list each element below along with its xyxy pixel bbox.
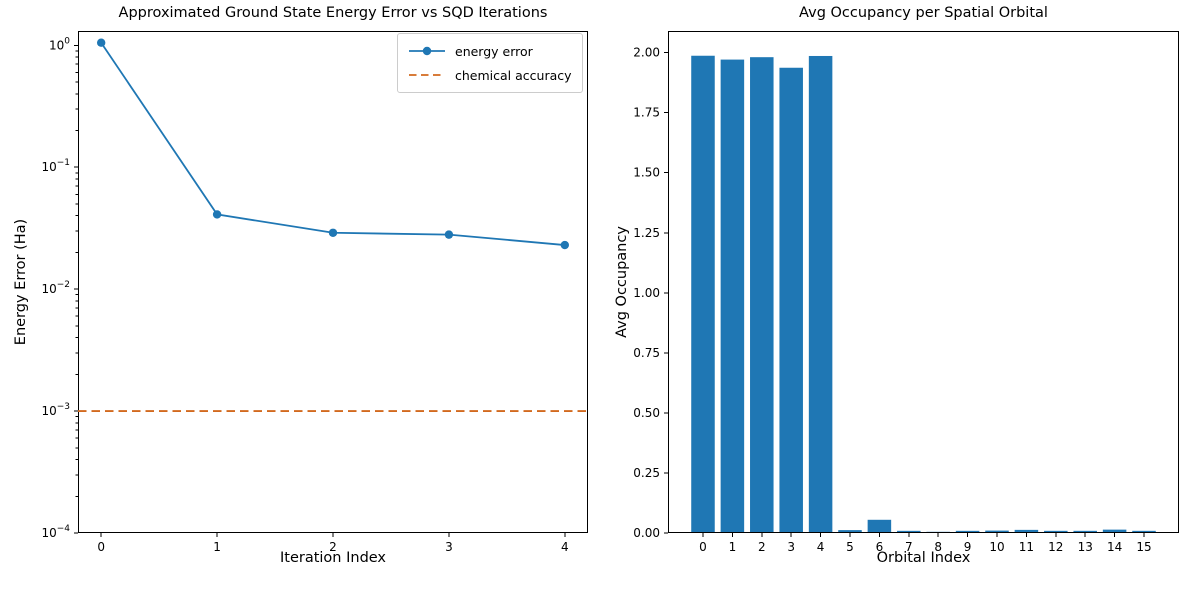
y-tick-label: 100 (49, 36, 70, 52)
y-tick-label: 0.75 (633, 346, 660, 360)
data-point-marker (444, 230, 454, 239)
x-tick-label: 3 (445, 540, 453, 554)
x-tick-label: 1 (729, 540, 737, 554)
energy-error-line-sample (409, 46, 445, 56)
occupancy-bar-12 (1044, 530, 1068, 533)
chemical-accuracy-line-sample (409, 74, 445, 76)
occupancy-bar-0 (691, 55, 715, 533)
plot-frame (78, 31, 588, 533)
occupancy-bar-6 (867, 519, 892, 533)
x-tick-label: 14 (1107, 540, 1122, 554)
energy-chart-xlabel: Iteration Index (279, 550, 387, 566)
legend-label-energy-error: energy error (455, 43, 533, 59)
x-tick-label: 6 (876, 540, 884, 554)
x-tick-label: 4 (561, 540, 569, 554)
legend-entry-chemical-accuracy: chemical accuracy (408, 63, 572, 87)
y-tick-label: 1.50 (633, 166, 660, 180)
energy-chart-title: Approximated Ground State Energy Error v… (118, 5, 548, 21)
x-tick-label: 3 (787, 540, 795, 554)
occupancy-bar-10 (985, 530, 1009, 533)
plot-frame (668, 31, 1179, 533)
data-point-marker (96, 38, 106, 47)
occupancy-bar-5 (838, 530, 862, 533)
y-tick-label: 10−4 (41, 524, 70, 540)
x-tick-label: 5 (846, 540, 854, 554)
x-tick-label: 0 (97, 540, 105, 554)
y-tick-label: 0.00 (633, 526, 660, 540)
x-tick-label: 2 (329, 540, 337, 554)
energy-error-subplot: Approximated Ground State Energy Error v… (13, 5, 588, 566)
x-tick-label: 8 (934, 540, 942, 554)
occupancy-bar-7 (897, 530, 921, 533)
occupancy-bar-2 (750, 57, 774, 534)
x-tick-label: 1 (213, 540, 221, 554)
x-tick-label: 7 (905, 540, 913, 554)
y-tick-label: 1.75 (633, 106, 660, 120)
x-tick-label: 0 (699, 540, 707, 554)
occupancy-bar-15 (1132, 530, 1156, 533)
occupancy-subplot: Avg Occupancy per Spatial Orbital Avg Oc… (614, 5, 1179, 566)
legend-entry-energy-error: energy error (408, 39, 572, 63)
y-tick-label: 10−1 (41, 158, 70, 174)
y-tick-label: 2.00 (633, 46, 660, 60)
y-tick-label: 1.00 (633, 286, 660, 300)
occupancy-bar-13 (1073, 530, 1097, 533)
data-point-marker (328, 228, 338, 237)
x-tick-label: 11 (1019, 540, 1034, 554)
occupancy-chart-xlabel: Orbital Index (876, 550, 971, 566)
y-tick-label: 10−3 (41, 402, 70, 418)
x-tick-label: 13 (1078, 540, 1093, 554)
occupancy-bar-3 (779, 67, 803, 534)
y-tick-label: 10−2 (41, 280, 70, 296)
occupancy-bar-chart: 0 1 2 3 4 5 6 7 8 9 10 11 12 13 14 150.000.250.500.751.… (633, 31, 1179, 554)
x-tick-label: 15 (1136, 540, 1151, 554)
occupancy-chart-title: Avg Occupancy per Spatial Orbital (799, 5, 1048, 21)
data-point-marker (560, 240, 570, 250)
legend-marker-sample (422, 46, 432, 56)
legend-box: energy error chemical accuracy (397, 33, 583, 93)
occupancy-bar-14 (1102, 529, 1127, 533)
occupancy-bar-11 (1014, 529, 1039, 533)
legend-label-chemical-accuracy: chemical accuracy (455, 67, 572, 83)
x-tick-label: 4 (817, 540, 825, 554)
x-tick-label: 12 (1048, 540, 1063, 554)
x-tick-label: 2 (758, 540, 766, 554)
y-tick-label: 0.25 (633, 466, 660, 480)
energy-chart-ylabel: Energy Error (Ha) (13, 218, 29, 346)
energy-error-line-chart: 0 1 2 3 4 100 10−1 10−2 10−3 10−4 (41, 31, 588, 554)
occupancy-chart-ylabel: Avg Occupancy (614, 226, 630, 338)
occupancy-bar-4 (808, 55, 833, 533)
x-tick-label: 10 (989, 540, 1004, 554)
occupancy-bar-1 (720, 59, 745, 534)
y-tick-label: 0.50 (633, 406, 660, 420)
y-tick-label: 1.25 (633, 226, 660, 240)
occupancy-bar-9 (955, 530, 980, 533)
data-point-marker (212, 210, 222, 219)
x-tick-label: 9 (964, 540, 972, 554)
